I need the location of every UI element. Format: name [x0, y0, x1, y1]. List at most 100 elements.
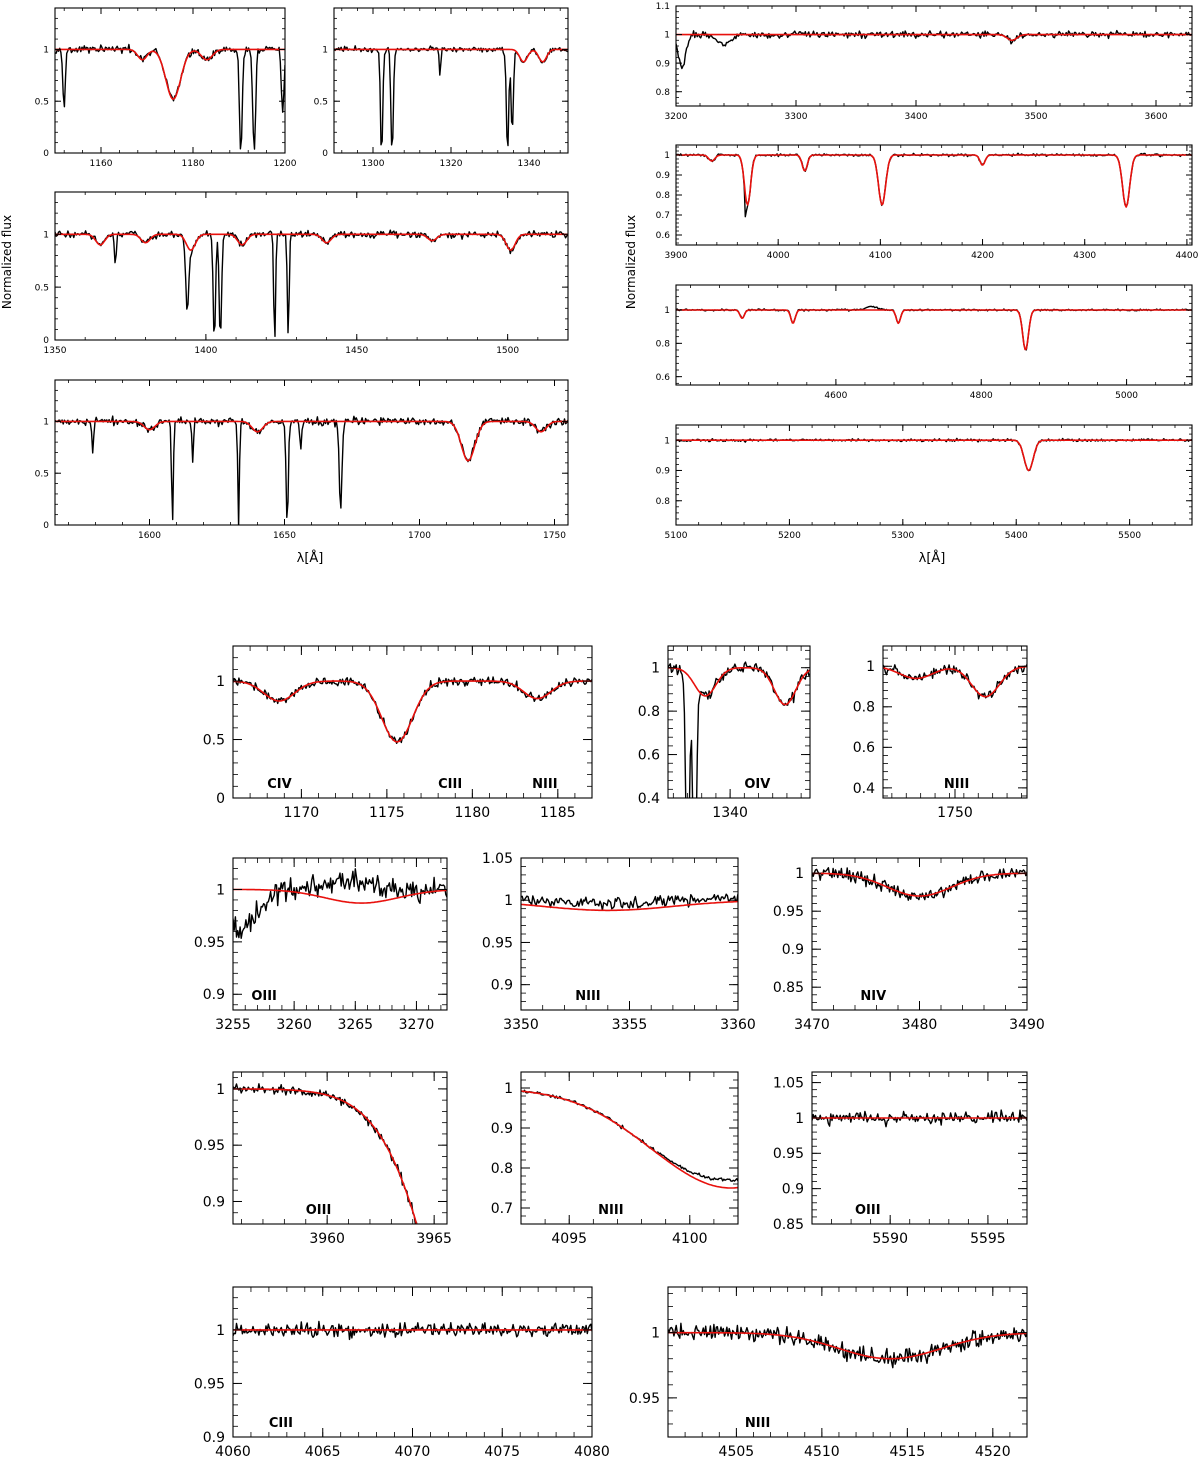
y-tick-label: 0.9 [491, 1121, 513, 1137]
observed-spectrum [55, 229, 568, 338]
x-tick-label: 4800 [970, 391, 993, 401]
y-tick-label: 0.9 [656, 467, 671, 477]
x-tick-label: 4600 [824, 391, 847, 401]
y-tick-label: 0.8 [656, 191, 671, 201]
x-tick-label: 3490 [1009, 1017, 1045, 1033]
ion-label: NIII [598, 1203, 623, 1218]
y-tick-label: 0.95 [194, 935, 225, 951]
x-tick-label: 1180 [455, 805, 491, 821]
y-tick-label: 0.5 [314, 97, 328, 107]
y-tick-label: 0.95 [194, 1138, 225, 1154]
y-tick-label: 0 [43, 336, 49, 346]
panel-z6: 3470 3480 3490 0.85 0.9 0.95 1 NIV [773, 857, 1045, 1033]
x-tick-label: 4400 [1175, 251, 1198, 261]
y-tick-label: 1 [43, 418, 49, 428]
plot-frame [54, 7, 286, 154]
model-spectrum [55, 233, 568, 251]
panel-z9: 5590 5595 0.85 0.9 0.95 1 1.05 OIII [773, 1071, 1028, 1247]
ion-label: NIV [860, 989, 886, 1004]
x-tick-label: 3470 [794, 1017, 830, 1033]
observed-spectrum [676, 437, 1192, 472]
x-tick-label: 1400 [194, 346, 217, 356]
panel-z5: 3350 3355 3360 0.9 0.95 1 1.05 NIII [482, 851, 756, 1033]
panel-z11: 4505 4510 4515 4520 0.95 1 NIII [629, 1286, 1028, 1460]
y-tick-label: 1 [216, 882, 225, 898]
y-tick-label: 0.5 [35, 97, 49, 107]
panel-z8: 4095 4100 0.7 0.8 0.9 1 NIII [491, 1071, 739, 1247]
y-tick-label: 0.8 [491, 1161, 513, 1177]
series-group [812, 1109, 1027, 1128]
series-group [521, 893, 738, 912]
ion-label: NIII [575, 989, 600, 1004]
x-tick-label: 1750 [937, 805, 973, 821]
model-spectrum [676, 33, 1192, 42]
model-spectrum [676, 154, 1192, 208]
y-tick-label: 1.05 [482, 851, 513, 867]
panel-z1: 1170 1175 1180 1185 0 0.5 1 CIV CIII NIII [203, 645, 593, 821]
panel-z7: 3960 3965 0.9 0.95 1 OIII [194, 1071, 452, 1247]
y-tick-label: 0.9 [656, 59, 671, 69]
series-group [55, 43, 285, 150]
plot-frame [232, 1286, 593, 1438]
observed-spectrum [233, 676, 592, 744]
y-tick-label: 0.95 [194, 1376, 225, 1392]
series-group [55, 229, 568, 338]
model-spectrum [233, 1088, 418, 1224]
plot-frame [675, 5, 1193, 107]
y-tick-label: 0 [322, 149, 328, 159]
y-tick-label: 0.95 [629, 1391, 660, 1407]
x-tick-label: 4100 [672, 1231, 708, 1247]
y-tick-label: 0.8 [656, 88, 671, 98]
x-tick-label: 1170 [284, 805, 320, 821]
y-tick-label: 1 [216, 674, 225, 690]
model-spectrum [676, 439, 1192, 472]
x-tick-label: 4065 [305, 1444, 341, 1460]
model-spectrum [55, 48, 285, 100]
y-tick-label: 0.9 [491, 978, 513, 994]
model-spectrum [668, 1331, 1027, 1360]
x-tick-label: 1650 [273, 531, 296, 541]
ion-label: CIV [267, 777, 291, 792]
x-tick-label: 5000 [1115, 391, 1138, 401]
ylabel-left: Normalized flux [0, 215, 14, 309]
x-tick-label: 3960 [309, 1231, 345, 1247]
y-tick-label: 0.6 [638, 747, 660, 763]
y-tick-label: 1 [664, 31, 670, 41]
plot-frame [675, 424, 1193, 526]
y-tick-label: 0.7 [656, 211, 670, 221]
observed-spectrum [55, 43, 285, 150]
panel-z4: 3255 3260 3265 3270 0.9 0.95 1 OIII [194, 857, 448, 1033]
x-tick-label: 4515 [890, 1444, 926, 1460]
panel-p4: 1600 1650 1700 1750 0 0.5 1 [35, 379, 569, 541]
x-tick-label: 4510 [804, 1444, 840, 1460]
y-tick-label: 0.9 [656, 171, 671, 181]
series-group [676, 305, 1192, 351]
model-spectrum [812, 872, 1027, 897]
y-tick-label: 1 [322, 46, 328, 56]
panel-p7: 4600 4800 5000 0.6 0.8 1 [656, 284, 1193, 401]
y-tick-label: 1 [504, 893, 513, 909]
plot-frame [667, 645, 811, 799]
series-group [334, 45, 568, 147]
x-tick-label: 1160 [90, 159, 113, 169]
x-tick-label: 1340 [518, 159, 541, 169]
y-tick-label: 0.4 [853, 781, 875, 797]
ion-label: CIII [269, 1416, 293, 1431]
x-tick-label: 1500 [496, 346, 519, 356]
x-tick-label: 1200 [274, 159, 297, 169]
x-tick-label: 1180 [182, 159, 205, 169]
y-tick-label: 0.85 [773, 980, 804, 996]
x-tick-label: 4000 [767, 251, 790, 261]
x-tick-label: 1340 [712, 805, 748, 821]
y-tick-label: 0.9 [203, 987, 225, 1003]
series-group [233, 676, 592, 744]
y-tick-label: 0.5 [203, 732, 225, 748]
y-tick-label: 0.9 [203, 1194, 225, 1210]
x-tick-label: 3965 [416, 1231, 452, 1247]
x-tick-label: 3400 [905, 112, 928, 122]
y-tick-label: 0.5 [35, 283, 49, 293]
plot-frame [54, 379, 569, 526]
x-tick-label: 5400 [1005, 531, 1028, 541]
plot-frame [811, 1071, 1028, 1225]
x-tick-label: 1175 [369, 805, 405, 821]
